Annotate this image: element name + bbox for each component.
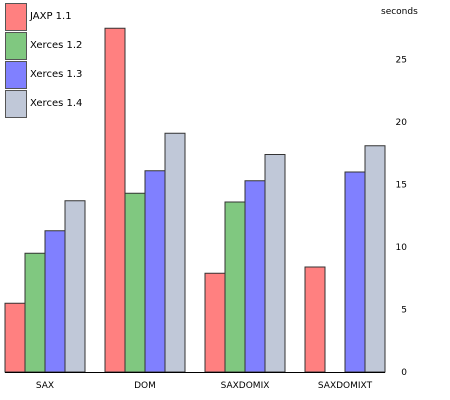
y-tick-label: 5 bbox=[401, 306, 407, 316]
bar-sax-xerces-1-2 bbox=[24, 252, 46, 373]
x-axis: SAX DOM SAXDOMIX SAXDOMIXT bbox=[5, 372, 385, 391]
legend: JAXP 1.1 Xerces 1.2 Xerces 1.3 Xerces 1.… bbox=[5, 3, 82, 119]
x-tick-label: SAX bbox=[36, 381, 54, 391]
legend-swatch bbox=[5, 3, 27, 31]
bar-sax-xerces-1-4 bbox=[64, 200, 86, 373]
x-tick-label: SAXDOMIX bbox=[221, 381, 270, 391]
bar-saxdomix-jaxp-1-1 bbox=[204, 272, 226, 373]
legend-label: Xerces 1.4 bbox=[30, 98, 83, 109]
legend-label: JAXP 1.1 bbox=[30, 11, 72, 22]
legend-item-xerces-1-4: Xerces 1.4 bbox=[5, 90, 82, 119]
y-tick-label: 0 bbox=[401, 368, 407, 378]
bar-dom-jaxp-1-1 bbox=[104, 27, 126, 373]
bar-saxdomixt-xerces-1-4 bbox=[364, 145, 386, 373]
x-tick-label: DOM bbox=[134, 381, 156, 391]
bar-saxdomixt-xerces-1-3 bbox=[344, 171, 366, 373]
x-tick-label: SAXDOMIXT bbox=[318, 381, 373, 391]
legend-swatch bbox=[5, 32, 27, 60]
y-tick-label: 15 bbox=[396, 181, 407, 191]
bars-group bbox=[4, 27, 386, 373]
bar-saxdomix-xerces-1-2 bbox=[224, 201, 246, 373]
legend-item-xerces-1-3: Xerces 1.3 bbox=[5, 61, 82, 90]
bar-saxdomix-xerces-1-3 bbox=[244, 180, 266, 373]
bar-dom-xerces-1-4 bbox=[164, 132, 186, 373]
y-tick-label: 10 bbox=[396, 243, 408, 253]
bar-sax-xerces-1-3 bbox=[44, 230, 66, 373]
legend-label: Xerces 1.2 bbox=[30, 40, 83, 51]
bar-dom-xerces-1-3 bbox=[144, 170, 166, 373]
bar-sax-jaxp-1-1 bbox=[4, 302, 26, 373]
bar-saxdomix-xerces-1-4 bbox=[264, 154, 286, 373]
bar-saxdomixt-jaxp-1-1 bbox=[304, 266, 326, 373]
legend-item-jaxp-1-1: JAXP 1.1 bbox=[5, 3, 72, 32]
y-axis-unit-label: seconds bbox=[381, 7, 418, 17]
y-axis: 0 5 10 15 20 25 bbox=[396, 56, 408, 379]
legend-swatch bbox=[5, 61, 27, 89]
legend-item-xerces-1-2: Xerces 1.2 bbox=[5, 32, 82, 61]
bar-dom-xerces-1-2 bbox=[124, 192, 146, 373]
y-tick-label: 20 bbox=[396, 118, 408, 128]
legend-label: Xerces 1.3 bbox=[30, 69, 83, 80]
legend-swatch bbox=[5, 90, 27, 118]
y-tick-label: 25 bbox=[396, 56, 407, 66]
